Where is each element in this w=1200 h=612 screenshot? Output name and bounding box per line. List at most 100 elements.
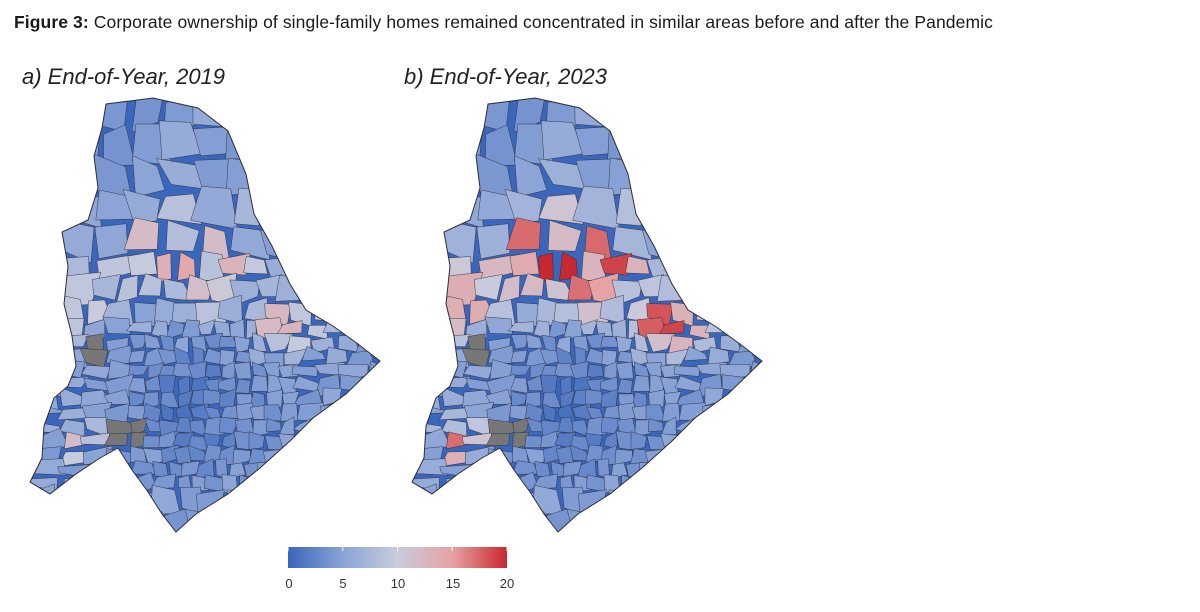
census-tract: [585, 332, 605, 349]
census-tract: [616, 335, 633, 354]
census-tract: [519, 273, 545, 297]
census-tract: [746, 217, 762, 259]
census-tract: [645, 529, 673, 532]
census-tract: [301, 345, 326, 362]
census-tract: [648, 98, 689, 131]
census-tract: [681, 509, 709, 532]
census-tract: [375, 320, 380, 340]
census-tract: [615, 98, 644, 133]
census-tract: [137, 273, 163, 297]
census-tract: [158, 374, 176, 394]
census-tract: [280, 402, 299, 422]
census-tract: [147, 531, 181, 532]
census-tract: [221, 532, 248, 538]
census-tract: [522, 511, 546, 532]
census-tract: [30, 218, 68, 257]
census-tract: [65, 98, 97, 133]
census-tract: [197, 319, 216, 335]
census-tract: [61, 526, 100, 532]
census-tract: [236, 402, 254, 422]
census-tract: [577, 529, 610, 532]
census-tract: [30, 328, 63, 354]
census-tract: [345, 527, 380, 532]
census-tract: [144, 333, 162, 349]
census-tract: [531, 473, 559, 490]
census-tract: [290, 534, 319, 538]
census-tract: [681, 430, 713, 454]
census-tract: [504, 188, 543, 224]
census-tract: [657, 470, 683, 494]
census-tract: [252, 419, 270, 438]
census-tract: [485, 477, 511, 492]
census-tract: [128, 391, 146, 408]
census-tract: [524, 447, 546, 465]
census-tract: [662, 506, 687, 532]
census-tract: [54, 156, 100, 200]
census-tract: [678, 158, 713, 198]
census-tract: [372, 445, 380, 457]
census-tract: [160, 403, 174, 422]
census-tract: [756, 527, 762, 532]
census-tract: [184, 509, 211, 532]
census-tract: [727, 317, 756, 337]
census-tract: [299, 191, 338, 226]
census-tract: [671, 489, 699, 518]
census-tract: [131, 98, 164, 133]
census-tract: [438, 187, 484, 229]
census-tract: [572, 335, 589, 353]
census-tract: [177, 529, 205, 532]
census-tract: [311, 492, 343, 518]
census-tract: [645, 333, 676, 353]
census-tract: [142, 403, 162, 422]
census-tract: [263, 333, 294, 353]
census-tract: [412, 121, 449, 166]
census-tract: [681, 191, 720, 226]
census-tract: [742, 485, 762, 509]
census-tract: [369, 352, 380, 369]
census-tract: [615, 361, 634, 380]
census-tract: [304, 101, 332, 132]
census-tract: [83, 318, 106, 338]
census-tract: [321, 273, 365, 300]
census-tract: [340, 401, 370, 421]
census-tract: [526, 333, 544, 349]
census-tract: [325, 430, 350, 452]
census-tract: [412, 346, 446, 372]
census-tract: [240, 487, 270, 515]
census-tract: [328, 164, 367, 197]
census-tract: [624, 531, 653, 532]
census-tract: [319, 458, 347, 481]
census-tract: [542, 403, 556, 422]
census-tract: [258, 507, 280, 532]
census-tract: [230, 510, 260, 532]
census-tract: [289, 489, 317, 518]
census-tract: [707, 430, 732, 452]
census-tract: [30, 377, 65, 398]
legend-tick-label: 10: [390, 576, 406, 591]
census-tract: [736, 507, 762, 532]
census-tract: [349, 253, 380, 281]
census-tract: [510, 349, 528, 364]
census-tract: [498, 274, 521, 304]
census-tract: [116, 274, 139, 304]
census-tract: [436, 156, 482, 200]
census-tract: [291, 365, 319, 377]
census-tract: [160, 391, 180, 408]
census-tract: [709, 508, 747, 532]
census-tract: [538, 193, 584, 225]
census-tract: [442, 513, 475, 532]
census-tract: [296, 158, 331, 198]
census-tract: [374, 123, 380, 155]
census-tract: [749, 187, 762, 228]
census-tract: [708, 98, 756, 129]
census-tract: [443, 526, 482, 532]
choropleth-map-2023: [411, 97, 763, 533]
legend-tick-label: 20: [499, 576, 515, 591]
census-tract: [256, 462, 272, 479]
census-tract: [615, 430, 636, 451]
census-tract: [310, 248, 347, 284]
census-tract: [152, 461, 169, 478]
census-tract: [128, 349, 146, 364]
census-tract: [295, 473, 322, 495]
legend-tick-label: 0: [285, 576, 293, 591]
